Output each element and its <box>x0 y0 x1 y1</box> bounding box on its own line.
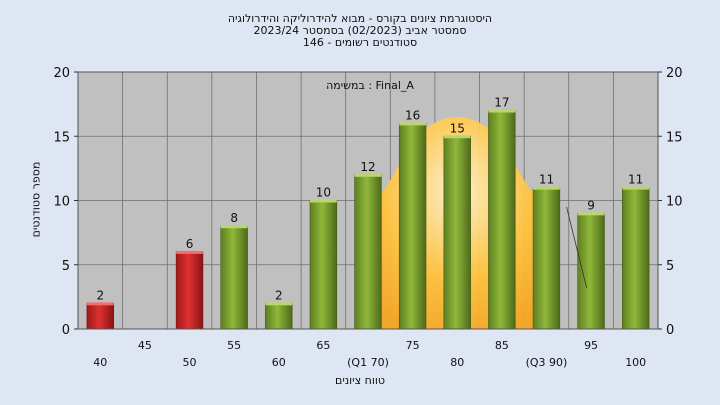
bar-70 <box>354 174 382 330</box>
bar-55 <box>220 225 248 330</box>
x-tick-label-70: (Q1 70) <box>347 356 389 369</box>
bar-cap-75 <box>399 122 426 126</box>
data-label-85: 17 <box>494 96 509 110</box>
bar-cap-100 <box>622 186 650 190</box>
x-tick-label-55: 55 <box>227 339 241 352</box>
x-tick-label-95: 95 <box>584 339 598 352</box>
bar-cap-80 <box>443 135 471 139</box>
data-label-60: 2 <box>275 288 283 302</box>
bar-cap-95 <box>577 212 605 216</box>
x-tick-label-45: 45 <box>138 339 152 352</box>
bar-cap-50 <box>176 250 203 254</box>
data-label-50: 6 <box>186 237 194 251</box>
x-axis-title: טווח ציונים <box>335 374 385 387</box>
data-label-40: 2 <box>96 288 104 302</box>
bar-cap-60 <box>265 302 293 306</box>
bar-cap-40 <box>86 302 114 306</box>
bar-65 <box>309 200 338 330</box>
x-tick-label-75: 75 <box>406 339 420 352</box>
plot-annotation: במשימה : Final_A <box>326 79 414 92</box>
y-tick-label-left: 15 <box>53 130 70 145</box>
data-label-70: 12 <box>360 160 375 174</box>
data-label-90: 11 <box>539 173 554 187</box>
x-tick-label-100: 100 <box>625 356 646 369</box>
bar-50 <box>175 251 204 330</box>
chart-title-line3: 146 - סטודנטים רשומים <box>302 36 418 49</box>
bar-85 <box>488 110 516 330</box>
bar-cap-70 <box>354 173 382 177</box>
x-tick-label-50: 50 <box>183 356 197 369</box>
y-tick-label-left: 20 <box>53 66 70 81</box>
x-tick-label-65: 65 <box>316 339 330 352</box>
bar-cap-55 <box>220 225 248 229</box>
y-tick-label-right: 15 <box>666 130 683 145</box>
bar-cap-90 <box>533 186 560 190</box>
bar-100 <box>622 187 650 330</box>
y-tick-label-right: 10 <box>666 195 683 210</box>
data-label-95: 9 <box>587 198 595 212</box>
x-tick-label-85: 85 <box>495 339 509 352</box>
y-tick-label-right: 5 <box>666 259 674 274</box>
data-label-65: 10 <box>316 186 331 200</box>
y-tick-label-right: 0 <box>666 323 674 338</box>
y-axis-title: מספר סטודנטים <box>29 161 43 238</box>
x-tick-label-40: 40 <box>93 356 107 369</box>
bar-95 <box>577 213 605 330</box>
bar-80 <box>443 135 471 330</box>
y-tick-label-left: 10 <box>53 195 70 210</box>
y-tick-label-left: 0 <box>62 323 70 338</box>
y-tick-label-right: 20 <box>666 66 683 81</box>
x-tick-label-80: 80 <box>450 356 464 369</box>
x-tick-label-60: 60 <box>272 356 286 369</box>
x-tick-label-90: (Q3 90) <box>526 356 568 369</box>
q3-connector-line <box>566 206 588 288</box>
bar-cap-65 <box>310 199 337 203</box>
y-tick-label-left: 5 <box>62 259 70 274</box>
data-label-55: 8 <box>230 211 238 225</box>
data-label-80: 15 <box>450 121 465 135</box>
bar-90 <box>532 187 561 330</box>
bar-60 <box>265 302 293 330</box>
data-label-100: 11 <box>628 173 643 187</box>
chart-title-line2: 2023/24 סמסטר אביב (02/2023) בסמסטר <box>253 24 467 37</box>
data-label-75: 16 <box>405 108 420 122</box>
chart-title-line1: היסטוגרמת ציונים בקורס - מבוא להידרוליקה… <box>227 12 493 25</box>
bar-40 <box>86 302 114 330</box>
bar-75 <box>398 123 427 330</box>
bar-cap-85 <box>488 109 516 113</box>
